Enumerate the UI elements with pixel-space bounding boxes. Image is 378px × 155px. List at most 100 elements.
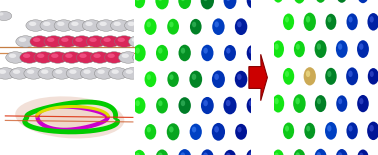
- Circle shape: [9, 54, 16, 58]
- Circle shape: [104, 38, 111, 42]
- Circle shape: [283, 68, 294, 85]
- Circle shape: [66, 68, 85, 79]
- Circle shape: [224, 150, 236, 155]
- Circle shape: [226, 0, 231, 1]
- Circle shape: [58, 36, 77, 47]
- Circle shape: [90, 52, 110, 63]
- Circle shape: [349, 16, 353, 22]
- Circle shape: [136, 0, 140, 1]
- Circle shape: [192, 74, 196, 80]
- Circle shape: [247, 45, 259, 61]
- Circle shape: [296, 44, 300, 50]
- Circle shape: [16, 36, 35, 47]
- Circle shape: [314, 149, 327, 155]
- Circle shape: [237, 21, 242, 27]
- Circle shape: [292, 150, 304, 155]
- Circle shape: [201, 97, 214, 114]
- Circle shape: [357, 149, 369, 155]
- Circle shape: [302, 123, 316, 141]
- Circle shape: [158, 100, 163, 106]
- Circle shape: [147, 127, 151, 132]
- Circle shape: [295, 98, 300, 104]
- Circle shape: [33, 38, 40, 42]
- Circle shape: [224, 45, 236, 61]
- Circle shape: [96, 20, 116, 31]
- Circle shape: [178, 45, 191, 61]
- Circle shape: [274, 98, 279, 104]
- Circle shape: [359, 98, 363, 104]
- Circle shape: [293, 149, 305, 155]
- Circle shape: [282, 126, 287, 133]
- Circle shape: [189, 71, 202, 88]
- Circle shape: [181, 0, 185, 1]
- Circle shape: [226, 153, 231, 155]
- Circle shape: [167, 123, 180, 140]
- Circle shape: [336, 149, 348, 155]
- Circle shape: [317, 43, 321, 50]
- Circle shape: [51, 54, 59, 58]
- Circle shape: [304, 123, 315, 139]
- Circle shape: [357, 40, 369, 58]
- Circle shape: [37, 54, 44, 58]
- Circle shape: [294, 100, 299, 106]
- Circle shape: [347, 122, 358, 139]
- Circle shape: [214, 74, 219, 80]
- Circle shape: [336, 95, 347, 112]
- Circle shape: [156, 149, 169, 155]
- Circle shape: [367, 122, 378, 140]
- Circle shape: [201, 45, 214, 61]
- Circle shape: [327, 125, 332, 132]
- Circle shape: [136, 54, 143, 58]
- Circle shape: [212, 18, 225, 35]
- Circle shape: [128, 22, 135, 26]
- Circle shape: [294, 0, 299, 1]
- Circle shape: [89, 38, 97, 42]
- Circle shape: [147, 21, 151, 27]
- Circle shape: [304, 67, 316, 85]
- Circle shape: [62, 52, 81, 63]
- Circle shape: [54, 20, 73, 31]
- Circle shape: [203, 48, 208, 54]
- Circle shape: [274, 153, 279, 155]
- Circle shape: [190, 19, 201, 35]
- Circle shape: [24, 68, 43, 79]
- Circle shape: [86, 36, 105, 47]
- Circle shape: [169, 74, 174, 80]
- Circle shape: [115, 36, 134, 47]
- Circle shape: [325, 68, 337, 85]
- Circle shape: [57, 22, 65, 26]
- Circle shape: [110, 20, 130, 31]
- Circle shape: [305, 21, 310, 27]
- Circle shape: [52, 68, 71, 79]
- Circle shape: [283, 13, 294, 30]
- Circle shape: [29, 22, 36, 26]
- Circle shape: [133, 97, 146, 114]
- Circle shape: [246, 97, 259, 114]
- Circle shape: [107, 54, 115, 58]
- FancyArrow shape: [249, 54, 267, 101]
- Circle shape: [156, 98, 168, 113]
- Circle shape: [122, 54, 129, 58]
- Circle shape: [214, 126, 219, 133]
- Circle shape: [6, 52, 25, 63]
- Circle shape: [359, 153, 363, 155]
- Circle shape: [72, 36, 91, 47]
- Circle shape: [306, 16, 310, 23]
- Circle shape: [192, 22, 196, 27]
- Circle shape: [348, 71, 353, 77]
- Circle shape: [133, 44, 146, 61]
- Circle shape: [201, 0, 214, 9]
- Circle shape: [0, 12, 3, 16]
- Circle shape: [71, 22, 79, 26]
- Circle shape: [144, 18, 156, 35]
- Circle shape: [0, 70, 6, 74]
- Circle shape: [108, 68, 128, 79]
- Circle shape: [292, 0, 304, 8]
- Circle shape: [305, 74, 310, 80]
- Circle shape: [292, 97, 304, 114]
- Circle shape: [19, 38, 26, 42]
- Circle shape: [145, 124, 156, 140]
- Circle shape: [112, 70, 119, 74]
- Circle shape: [23, 54, 30, 58]
- Circle shape: [338, 152, 342, 155]
